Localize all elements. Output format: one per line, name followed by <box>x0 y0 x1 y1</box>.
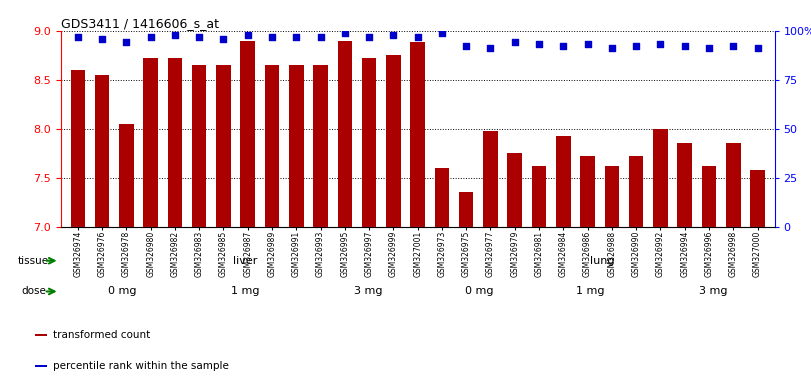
Bar <box>435 168 449 227</box>
Bar <box>240 41 255 227</box>
Point <box>144 33 157 40</box>
Text: 0 mg: 0 mg <box>465 286 493 296</box>
Text: 3 mg: 3 mg <box>699 286 727 296</box>
Point <box>654 41 667 48</box>
Text: liver: liver <box>234 256 258 266</box>
Point <box>629 43 642 50</box>
Bar <box>410 43 425 227</box>
Point <box>169 31 182 38</box>
Point <box>290 33 303 40</box>
Bar <box>459 192 474 227</box>
Bar <box>264 65 279 227</box>
Bar <box>629 156 643 227</box>
Bar <box>362 58 376 227</box>
Point <box>702 45 715 51</box>
Bar <box>702 166 716 227</box>
Bar <box>604 166 619 227</box>
Bar <box>750 170 765 227</box>
Bar <box>71 70 85 227</box>
Point <box>727 43 740 50</box>
Bar <box>532 166 547 227</box>
Point <box>436 30 448 36</box>
Bar <box>289 65 303 227</box>
Point <box>120 40 133 46</box>
Text: 3 mg: 3 mg <box>354 286 383 296</box>
Text: transformed count: transformed count <box>53 330 150 340</box>
Point <box>533 41 546 48</box>
Point <box>678 43 691 50</box>
Point <box>217 35 230 41</box>
Point <box>71 33 84 40</box>
Bar <box>677 143 692 227</box>
Point <box>387 31 400 38</box>
Bar <box>556 136 571 227</box>
Point <box>314 33 327 40</box>
Bar <box>483 131 498 227</box>
Bar <box>337 41 352 227</box>
Text: tissue: tissue <box>18 256 49 266</box>
Text: lung: lung <box>590 256 615 266</box>
Point <box>193 33 206 40</box>
Text: percentile rank within the sample: percentile rank within the sample <box>53 361 229 371</box>
FancyBboxPatch shape <box>35 365 47 367</box>
Point <box>338 30 351 36</box>
Bar <box>581 156 595 227</box>
Bar <box>217 65 231 227</box>
Bar <box>119 124 134 227</box>
Bar <box>168 58 182 227</box>
Text: GDS3411 / 1416606_s_at: GDS3411 / 1416606_s_at <box>61 17 219 30</box>
Point <box>557 43 570 50</box>
Point <box>605 45 618 51</box>
Bar <box>653 129 667 227</box>
Point <box>581 41 594 48</box>
Bar <box>386 55 401 227</box>
Bar <box>726 143 740 227</box>
Text: 0 mg: 0 mg <box>108 286 136 296</box>
Text: dose: dose <box>21 286 46 296</box>
Point <box>508 40 521 46</box>
Point <box>363 33 375 40</box>
Point <box>751 45 764 51</box>
Point <box>265 33 278 40</box>
Point <box>96 35 109 41</box>
Text: 1 mg: 1 mg <box>576 286 604 296</box>
Text: 1 mg: 1 mg <box>231 286 260 296</box>
Point <box>460 43 473 50</box>
Point <box>411 33 424 40</box>
FancyBboxPatch shape <box>35 334 47 336</box>
Bar <box>508 153 522 227</box>
Bar <box>144 58 158 227</box>
Bar <box>313 65 328 227</box>
Point <box>241 31 254 38</box>
Point <box>484 45 497 51</box>
Bar <box>95 75 109 227</box>
Bar <box>192 65 207 227</box>
